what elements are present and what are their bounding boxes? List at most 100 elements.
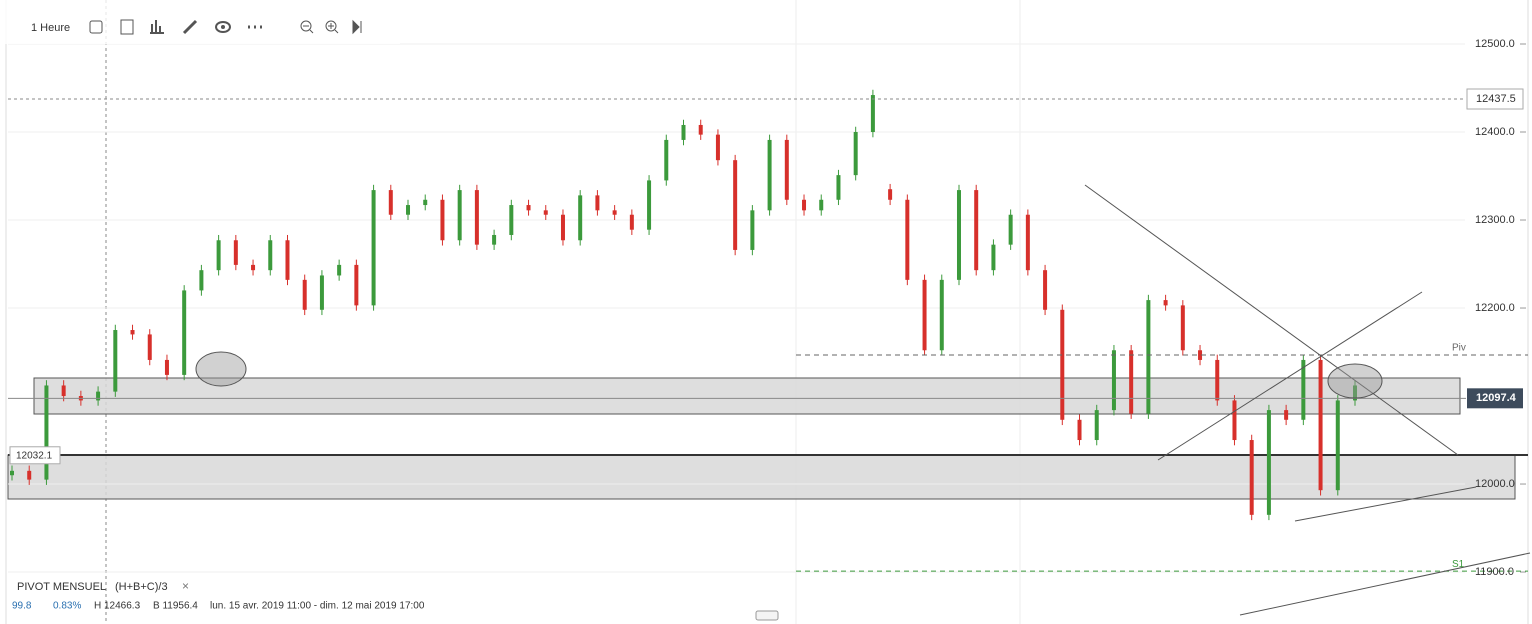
status-change: 0.83% [53, 601, 81, 612]
status-value: 99.8 [12, 601, 32, 612]
candle-body [1060, 309, 1065, 420]
y-tick-label: 12400.0 [1475, 126, 1515, 138]
candle-body [474, 190, 479, 245]
candle-body [371, 190, 376, 306]
candle-body [870, 95, 875, 133]
pivot-label: Piv [1452, 343, 1466, 354]
candle-body [1353, 385, 1357, 401]
candle-body [61, 385, 66, 397]
candle-body [715, 134, 720, 161]
candle-body [268, 240, 273, 271]
candle-body [423, 199, 428, 206]
candle-body [44, 385, 49, 480]
marker-price-label: 12032.1 [16, 450, 53, 461]
candle-body [1249, 440, 1254, 515]
highlight-ellipse [1327, 363, 1383, 399]
icon[interactable] [352, 19, 362, 35]
candle-body [974, 190, 979, 271]
icon[interactable] [120, 19, 134, 35]
candle-body [595, 195, 600, 211]
zone [33, 377, 1461, 415]
candle-body [1318, 359, 1323, 491]
candle-body [888, 189, 893, 200]
candle-body [802, 199, 807, 211]
candle-body [647, 180, 652, 230]
candle-body [10, 470, 14, 476]
icon[interactable] [89, 20, 103, 34]
resize-handle[interactable] [755, 610, 779, 621]
candle-body [1025, 214, 1030, 271]
candle-body [251, 264, 256, 271]
candle-body [302, 279, 307, 310]
candle-body [199, 270, 204, 291]
candle-body [319, 275, 324, 310]
icon [328, 23, 339, 34]
icon [303, 25, 314, 34]
toolbar: 1 Heure [0, 0, 400, 44]
candle-body [853, 132, 858, 176]
candle-body [767, 139, 772, 211]
icon[interactable] [215, 21, 231, 33]
candle-body [147, 334, 152, 360]
candle-body [337, 264, 342, 276]
candle-body [750, 210, 755, 250]
candle-body [578, 195, 583, 241]
status-range: lun. 15 avr. 2019 11:00 - dim. 12 mai 20… [210, 601, 425, 612]
candle-body [664, 139, 669, 181]
pivot-label: S1 [1452, 559, 1465, 570]
candle-body [406, 205, 411, 215]
candle-body [1198, 350, 1203, 360]
trend-line [1294, 486, 1477, 522]
trend-line [1239, 552, 1531, 616]
candle-body [1163, 300, 1168, 306]
icon[interactable] [300, 20, 312, 32]
candle-body [182, 290, 187, 375]
candle-body [784, 139, 789, 200]
candle-body [27, 470, 32, 480]
candle-body [1215, 359, 1220, 401]
icon[interactable] [325, 20, 337, 32]
candle-body [1129, 350, 1134, 414]
candle-body [629, 214, 634, 230]
candle-body [560, 214, 565, 241]
trend-line [1157, 291, 1423, 461]
candle-body [1111, 350, 1116, 411]
candle-body [1008, 214, 1013, 245]
candle-body [457, 190, 462, 241]
candle-body [1232, 400, 1237, 441]
candle-body [1335, 400, 1340, 491]
price-box [1466, 88, 1524, 110]
candle-body [354, 264, 359, 306]
icon [221, 25, 225, 29]
candle-body [509, 205, 514, 235]
y-tick-label: 12000.0 [1475, 478, 1515, 490]
candle-body [164, 359, 169, 375]
candle-body [1146, 300, 1151, 414]
indicator-formula: (H+B+C)/3 [115, 581, 168, 593]
candle-body [1094, 410, 1099, 441]
candle-body [681, 124, 686, 140]
crosshair-price-label: 12437.5 [1476, 93, 1516, 105]
candle-body [1284, 410, 1289, 420]
timeframe[interactable]: 1 Heure [31, 22, 70, 34]
candle-body [1043, 270, 1048, 310]
candle-body [96, 391, 101, 401]
indicator-name: PIVOT MENSUEL [17, 581, 106, 593]
candle-body [1180, 305, 1185, 351]
candle-body [612, 210, 617, 215]
candle-body [1077, 419, 1082, 441]
candle-body [492, 234, 497, 245]
candle-body [1301, 359, 1306, 420]
candle-body [1266, 410, 1271, 515]
icon[interactable] [150, 20, 164, 34]
candle-body [216, 240, 221, 271]
candle-body [939, 279, 944, 351]
candle-body [233, 240, 238, 265]
indicator-close[interactable]: × [182, 579, 189, 593]
price-box [9, 446, 61, 465]
y-tick-label: 12300.0 [1475, 214, 1515, 226]
zone [7, 454, 1516, 500]
icon[interactable] [182, 19, 198, 35]
